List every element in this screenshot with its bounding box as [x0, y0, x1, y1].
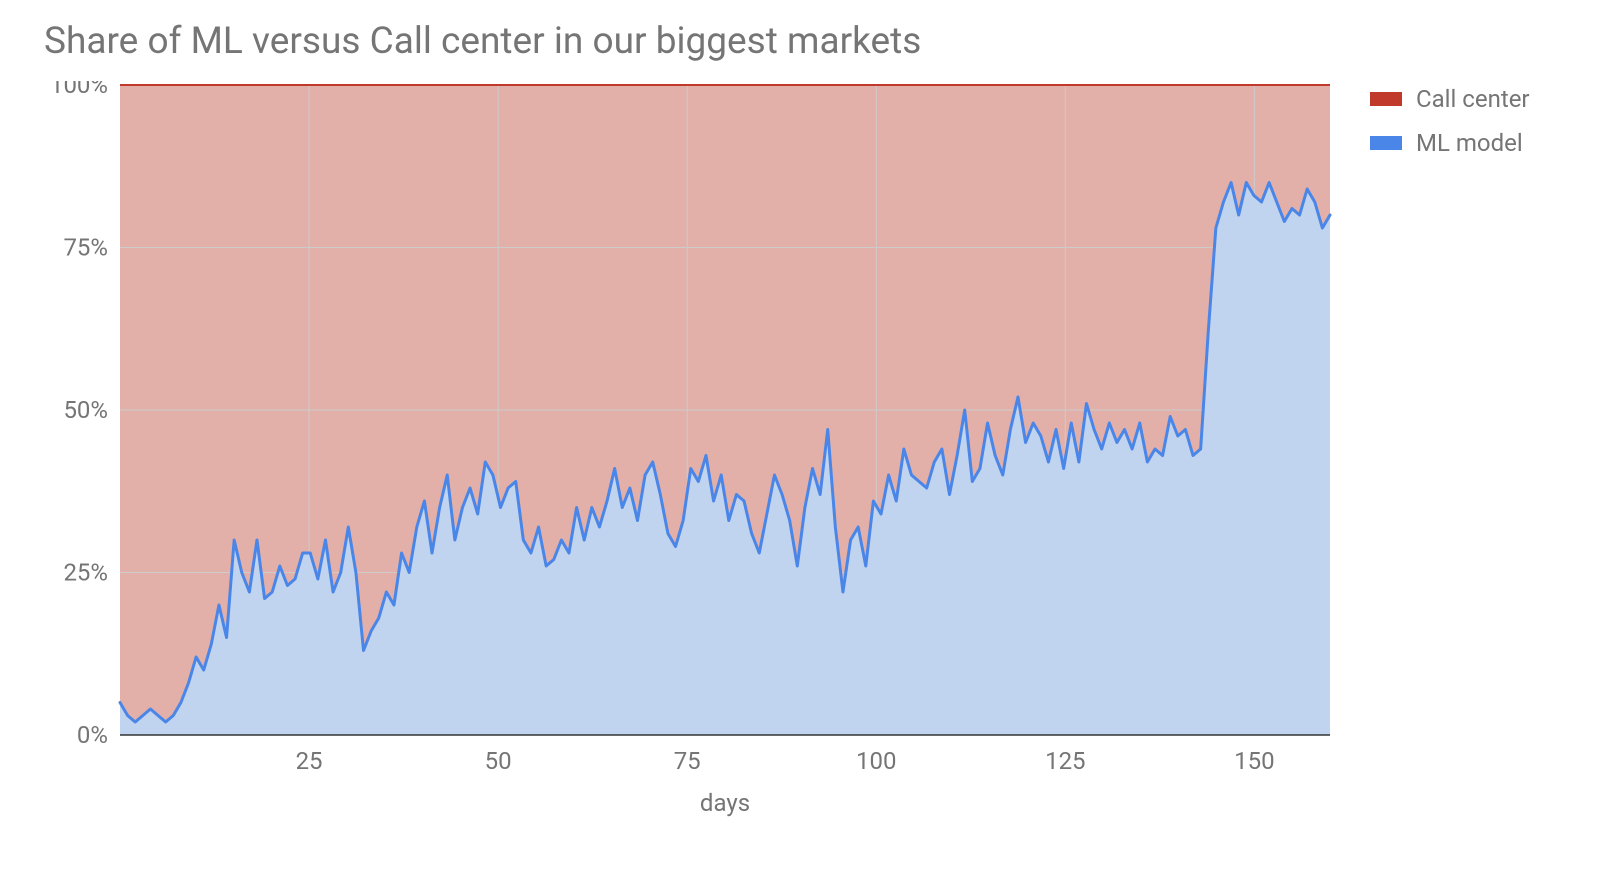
y-tick-label: 0% [77, 721, 108, 749]
x-tick-label: 125 [1045, 747, 1085, 775]
chart-body: 0% 25% 50% 75% 100% 25 50 75 100 125 150 days Call … [40, 81, 1534, 821]
legend-item: ML model [1370, 129, 1530, 157]
chart-title: Share of ML versus Call center in our bi… [44, 20, 1534, 63]
y-tick-label: 50% [63, 396, 108, 424]
legend-label: ML model [1416, 129, 1523, 157]
legend: Call center ML model [1370, 85, 1530, 173]
x-axis-title: days [700, 789, 750, 817]
y-tick-label: 75% [63, 234, 108, 262]
legend-item: Call center [1370, 85, 1530, 113]
y-tick-label: 100% [50, 81, 108, 99]
x-tick-label: 75 [674, 747, 701, 775]
x-tick-label: 150 [1234, 747, 1274, 775]
legend-swatch [1370, 92, 1402, 106]
x-tick-label: 25 [296, 747, 323, 775]
legend-label: Call center [1416, 85, 1530, 113]
x-tick-label: 50 [485, 747, 512, 775]
plot-column: 0% 25% 50% 75% 100% 25 50 75 100 125 150 days [40, 81, 1340, 821]
x-tick-label: 100 [856, 747, 896, 775]
area-chart: 0% 25% 50% 75% 100% 25 50 75 100 125 150 days [40, 81, 1340, 821]
y-tick-label: 25% [63, 559, 108, 587]
legend-swatch [1370, 136, 1402, 150]
chart-container: Share of ML versus Call center in our bi… [0, 0, 1604, 886]
